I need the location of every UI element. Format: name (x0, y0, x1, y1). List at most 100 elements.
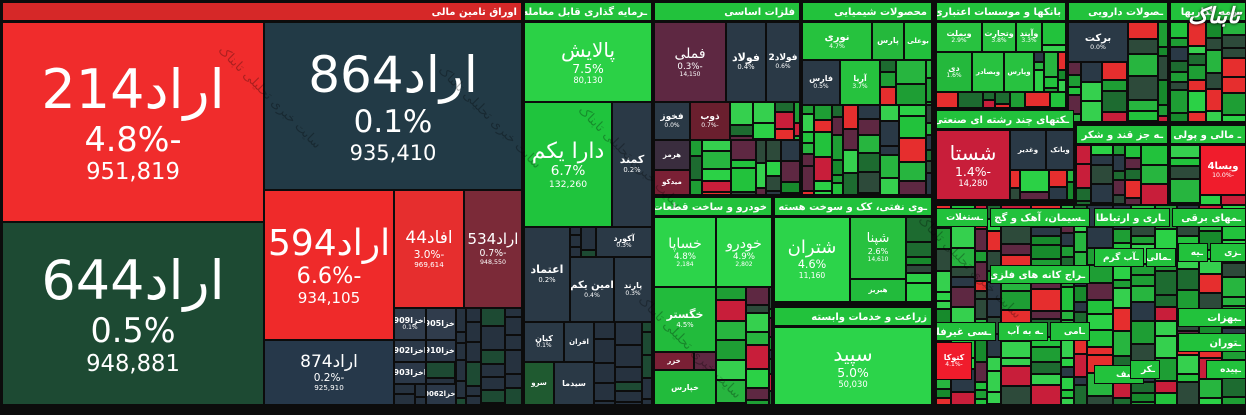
tile-block (775, 102, 794, 112)
stock-change: -10.0% (1212, 172, 1234, 180)
stock-change: 3.8% (991, 37, 1007, 45)
tile-block (1020, 192, 1049, 200)
tile-block (1061, 390, 1074, 398)
tile-block (481, 364, 505, 377)
stock-tile: اخزا902 (394, 340, 426, 362)
stock-change: 0.1% (402, 324, 418, 332)
tile-block (926, 123, 932, 135)
tile-block (858, 135, 880, 153)
stock-volume: 948,881 (86, 350, 180, 377)
tile-block (1074, 354, 1087, 377)
tile-block (832, 105, 843, 117)
tile-block (1200, 195, 1221, 205)
tile-block (1141, 145, 1168, 165)
stock-tile: اخزا910 (426, 340, 456, 362)
stock-tile: پالایش 7.5% 80,130 (524, 22, 652, 102)
tile-block (1170, 72, 1188, 82)
tile-block (456, 381, 466, 398)
tile-block (769, 350, 772, 359)
stock-tile: میدکو (654, 170, 690, 195)
tile-block (1034, 70, 1044, 92)
tile-block (1158, 22, 1168, 47)
tile-block (642, 399, 652, 405)
tile-block (505, 374, 522, 388)
stock-name: شتران (787, 237, 837, 259)
sector-title: ـه به آب (998, 322, 1048, 341)
stock-name: خساپا (668, 235, 702, 252)
tile-block (1125, 198, 1141, 205)
tile-block (1125, 180, 1141, 198)
tile-block (1222, 277, 1246, 297)
tile-block (1031, 289, 1061, 311)
stock-tile: پارند 0.3% (614, 257, 652, 322)
tile-block (642, 322, 652, 332)
stock-tile: اراد534 -0.7% 948,550 (464, 190, 522, 308)
stock-tile: بوعلی (904, 22, 932, 60)
stock-name: دی (948, 63, 960, 73)
tile-block (1113, 331, 1131, 356)
tile-block (1031, 374, 1061, 385)
tile-block (906, 273, 932, 283)
stock-name: شپنا (866, 231, 890, 247)
tile-block (899, 138, 926, 162)
stock-change: 6.7% (550, 163, 586, 179)
tile-block (1068, 62, 1081, 75)
tile-block (1222, 115, 1246, 122)
stock-name: فولاد (732, 50, 760, 64)
stock-change: 7.5% (572, 60, 604, 76)
tile-block (899, 181, 926, 195)
stock-tile: دارا یکم 6.7% 132,260 (524, 102, 612, 227)
stock-change: 0.1% (353, 103, 433, 140)
stock-tile: اعتماد 0.2% (524, 227, 570, 322)
stock-tile: وبانک (1046, 130, 1074, 170)
tile-block (1061, 311, 1074, 320)
tile-block (951, 267, 975, 277)
tile-block (936, 249, 951, 271)
tile-block (1222, 297, 1246, 306)
tile-block (880, 72, 896, 87)
tile-block (975, 362, 987, 382)
stock-tile: افران (564, 322, 594, 362)
tile-block (690, 156, 702, 180)
stock-name: سپید (833, 341, 873, 366)
tile-block (746, 313, 769, 332)
tile-block (702, 169, 731, 181)
tile-block (1188, 112, 1206, 122)
tile-block (1158, 56, 1168, 80)
stock-change: 3.3% (1021, 37, 1037, 45)
stock-volume: 14,610 (867, 255, 889, 263)
tile-block (1206, 73, 1222, 89)
tile-block (756, 163, 766, 188)
tile-block (1131, 286, 1155, 302)
stock-name: اخزا905 (426, 319, 456, 329)
stock-name: شستا (949, 140, 997, 165)
stock-change: 0.3% (625, 289, 641, 297)
stock-name: دارا یکم (531, 138, 605, 164)
tile-block (1113, 171, 1125, 180)
stock-name: امین یکم (570, 280, 614, 292)
tile-block (1170, 82, 1188, 90)
stock-name: اراد594 (267, 222, 391, 264)
tile-block (880, 60, 896, 72)
stock-tile: اراد594 -6.6% 934,105 (264, 190, 394, 340)
tile-block (1155, 381, 1177, 393)
tile-block (1155, 336, 1177, 358)
tile-block (1170, 203, 1200, 205)
tile-block (775, 112, 794, 129)
watermark-logo: تابناک (1188, 4, 1240, 29)
stock-tile: وغدیر (1010, 130, 1046, 170)
tile-block (975, 339, 987, 362)
tile-block (843, 105, 858, 129)
tile-block (936, 389, 951, 398)
tile-block (814, 191, 832, 195)
tile-block (1067, 182, 1074, 200)
tile-block (1049, 187, 1067, 200)
tile-block (1074, 286, 1087, 302)
sector-title: ـوی نفتی، کک و سوخت هسته ای (774, 197, 932, 216)
stock-tile: شپنا 2.6% 14,610 (850, 217, 906, 279)
tile-block (505, 388, 522, 405)
tile-block (1155, 307, 1177, 321)
tile-block (1222, 263, 1246, 277)
stock-change: 4.9% (732, 251, 756, 262)
stock-change: 0.0% (1090, 44, 1106, 52)
